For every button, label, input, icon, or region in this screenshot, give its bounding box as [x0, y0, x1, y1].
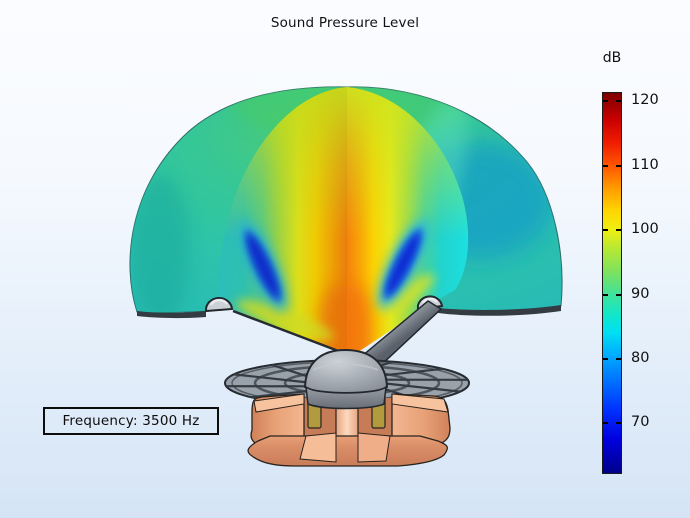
rim-notch-left	[204, 297, 234, 313]
bottom-plate-cut-right	[357, 432, 391, 463]
colorbar-tick-mark	[616, 164, 621, 167]
plot-title: Sound Pressure Level	[270, 15, 420, 31]
colorbar-tick-mark	[616, 358, 621, 361]
colorbar-tick-labels: 120 110 100 90 80 70	[631, 92, 681, 474]
cut-face-right	[347, 87, 469, 356]
colorbar-tick-label: 70	[631, 414, 650, 431]
speaker-magnet-assembly	[247, 393, 451, 467]
bottom-plate	[247, 435, 449, 467]
bottom-plate-cut-left	[299, 432, 337, 463]
colorbar-tick-mark	[603, 293, 608, 296]
colorbar-tick-mark	[603, 229, 608, 232]
colorbar-tick-mark	[616, 422, 621, 425]
colorbar-tick-label: 80	[631, 350, 650, 367]
frequency-annotation-box: Frequency: 3500 Hz	[43, 407, 219, 435]
cut-face-left-bottom-edge	[232, 309, 342, 354]
colorbar-tick-label: 110	[631, 156, 659, 173]
colorbar-tick-mark	[603, 100, 608, 103]
colorbar-tick-label: 100	[631, 221, 659, 238]
dome-base-rim-left	[137, 311, 206, 319]
colorbar-tick-label: 120	[631, 92, 659, 109]
top-plate-right	[391, 393, 449, 413]
frequency-annotation-text: Frequency: 3500 Hz	[62, 413, 200, 429]
dome-base-rim-right	[438, 305, 561, 316]
speaker-dust-cap	[303, 348, 389, 410]
colorbar-tick-mark	[603, 358, 608, 361]
colorbar-tick-label: 90	[631, 285, 650, 302]
colorbar-tick-mark	[616, 229, 621, 232]
colorbar-tick-mark	[603, 422, 608, 425]
colorbar-unit-label: dB	[602, 50, 622, 66]
colorbar-tick-mark	[603, 164, 608, 167]
top-plate-left	[253, 393, 305, 413]
colorbar-tick-mark	[616, 293, 621, 296]
colorbar-tick-mark	[616, 100, 621, 103]
colorbar-gradient	[602, 92, 622, 474]
